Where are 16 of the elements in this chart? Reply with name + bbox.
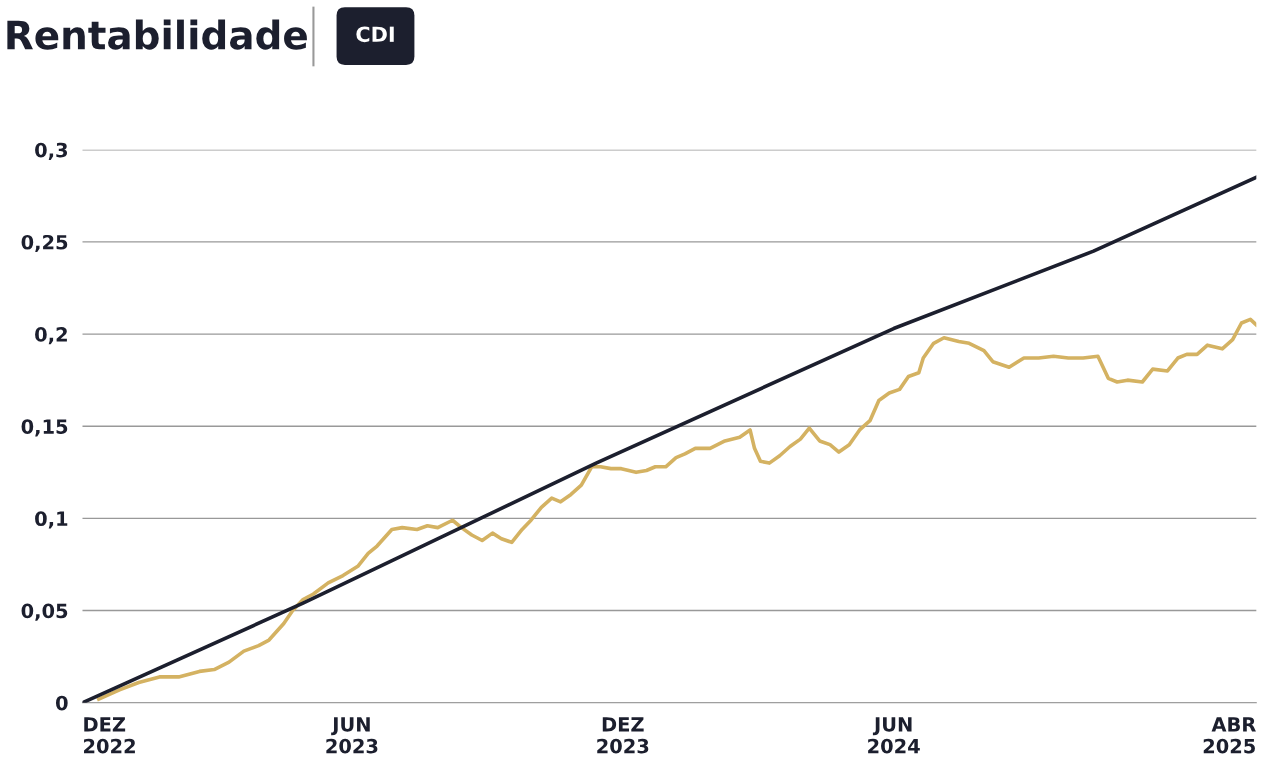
x-tick-label: JUN 2023 bbox=[326, 717, 378, 754]
line-series bbox=[82, 175, 1257, 703]
y-tick-label: 0 bbox=[56, 695, 68, 711]
y-tick-label: 0,05 bbox=[21, 603, 68, 621]
x-tick-label: JUN 2024 bbox=[868, 717, 920, 754]
x-tick-label: ABR 2025 bbox=[1203, 717, 1256, 754]
line-series bbox=[96, 317, 1257, 701]
chart-title: Rentabilidade bbox=[7, 19, 307, 50]
x-tick-label: DEZ 2022 bbox=[84, 717, 135, 754]
y-tick-label: 0,3 bbox=[35, 142, 68, 160]
y-tick-label: 0,1 bbox=[35, 511, 68, 529]
x-tick-label: DEZ 2023 bbox=[597, 717, 649, 754]
y-tick-label: 0,25 bbox=[21, 234, 68, 253]
y-tick-label: 0,15 bbox=[21, 419, 68, 437]
y-tick-label: 0,2 bbox=[35, 327, 67, 345]
text: CDI bbox=[356, 26, 394, 43]
